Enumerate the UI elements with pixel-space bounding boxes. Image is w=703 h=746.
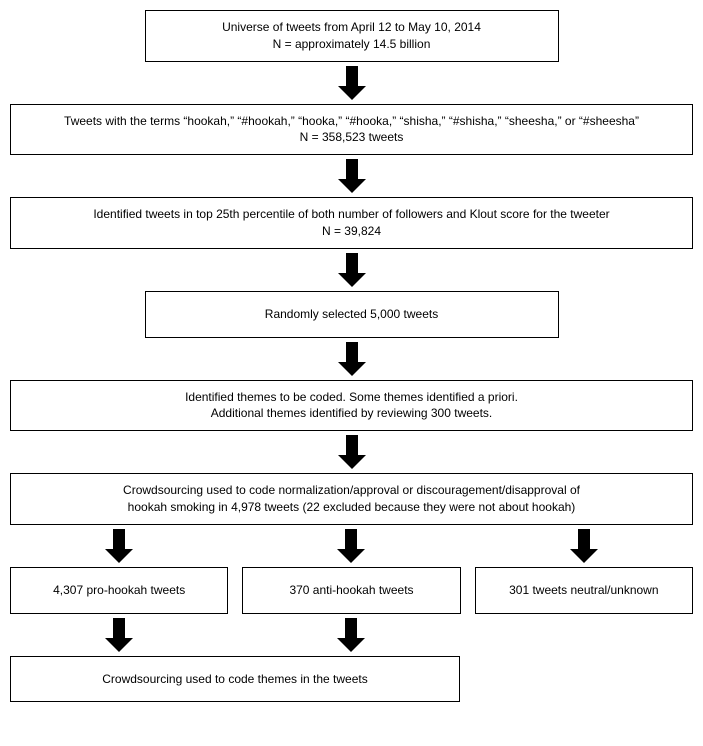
branch-row: 4,307 pro-hookah tweets 370 anti-hookah … xyxy=(10,525,693,656)
node-percentile: Identified tweets in top 25th percentile… xyxy=(10,197,693,249)
node-themes: Identified themes to be coded. Some them… xyxy=(10,380,693,432)
arrow xyxy=(105,529,133,563)
node-pro-hookah: 4,307 pro-hookah tweets xyxy=(10,567,228,614)
node-random: Randomly selected 5,000 tweets xyxy=(145,291,559,338)
arrow xyxy=(337,529,365,563)
node-text: Identified tweets in top 25th percentile… xyxy=(23,206,680,223)
node-terms: Tweets with the terms “hookah,” “#hookah… xyxy=(10,104,693,156)
node-text: hookah smoking in 4,978 tweets (22 exclu… xyxy=(23,499,680,516)
arrow xyxy=(105,618,133,652)
arrow xyxy=(337,618,365,652)
arrow xyxy=(338,253,366,287)
node-text: Tweets with the terms “hookah,” “#hookah… xyxy=(23,113,680,130)
node-text: 370 anti-hookah tweets xyxy=(251,582,451,599)
node-anti-hookah: 370 anti-hookah tweets xyxy=(242,567,460,614)
arrow xyxy=(338,159,366,193)
node-text: N = 358,523 tweets xyxy=(23,129,680,146)
node-text: Crowdsourcing used to code normalization… xyxy=(23,482,680,499)
arrow xyxy=(338,342,366,376)
node-text: N = 39,824 xyxy=(23,223,680,240)
node-text: Crowdsourcing used to code themes in the… xyxy=(23,671,447,688)
node-universe: Universe of tweets from April 12 to May … xyxy=(145,10,559,62)
node-text: 4,307 pro-hookah tweets xyxy=(19,582,219,599)
arrow xyxy=(338,66,366,100)
node-crowdsource-themes: Crowdsourcing used to code themes in the… xyxy=(10,656,460,703)
node-neutral: 301 tweets neutral/unknown xyxy=(475,567,693,614)
node-text: Randomly selected 5,000 tweets xyxy=(158,306,546,323)
node-text: Additional themes identified by reviewin… xyxy=(23,405,680,422)
flowchart-container: Universe of tweets from April 12 to May … xyxy=(10,10,693,702)
node-text: Identified themes to be coded. Some them… xyxy=(23,389,680,406)
node-text: N = approximately 14.5 billion xyxy=(158,36,546,53)
node-text: Universe of tweets from April 12 to May … xyxy=(158,19,546,36)
node-crowdsource-code: Crowdsourcing used to code normalization… xyxy=(10,473,693,525)
arrow xyxy=(570,529,598,563)
arrow xyxy=(338,435,366,469)
node-text: 301 tweets neutral/unknown xyxy=(484,582,684,599)
